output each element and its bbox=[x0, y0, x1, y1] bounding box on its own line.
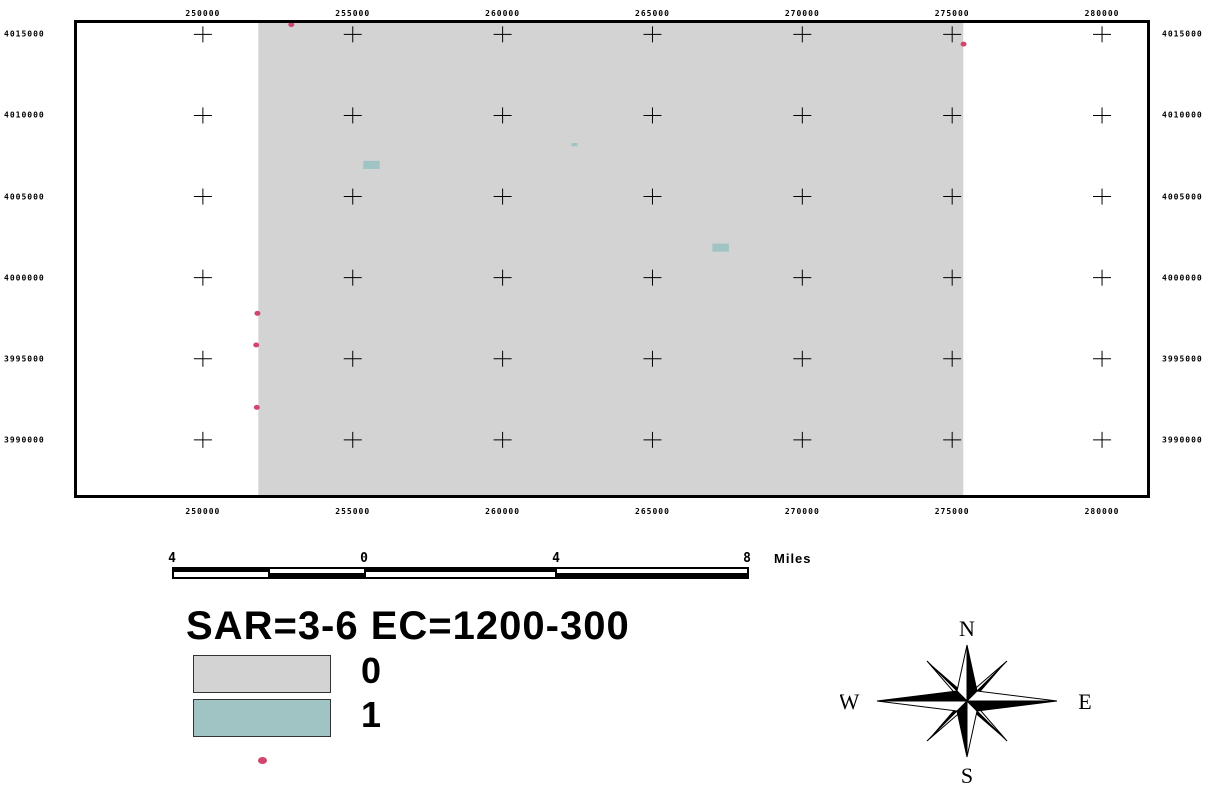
sample-point-1 bbox=[960, 41, 967, 47]
x-tick-top-4: 270000 bbox=[784, 9, 820, 18]
x-tick-top-1: 255000 bbox=[335, 9, 371, 18]
y-tick-right-4: 3995000 bbox=[1162, 354, 1203, 364]
scale-segment-2-fill bbox=[269, 573, 365, 578]
y-tick-right-5: 3990000 bbox=[1162, 435, 1203, 445]
x-tick-top-2: 260000 bbox=[485, 9, 521, 18]
compass-cardinals bbox=[876, 644, 1058, 758]
compass-s: S bbox=[961, 763, 973, 787]
map-frame bbox=[74, 20, 1150, 498]
scale-segment-1-fill bbox=[173, 568, 269, 572]
scale-units: Miles bbox=[774, 551, 812, 566]
legend-label-1: 1 bbox=[361, 694, 382, 735]
y-tick-left-3: 4000000 bbox=[4, 273, 45, 283]
sample-point-3 bbox=[253, 342, 260, 348]
north-arrow-icon: N S W E bbox=[840, 616, 1092, 787]
legend-swatch-1 bbox=[193, 699, 331, 737]
sample-point-0 bbox=[288, 23, 295, 28]
scale-label-mid: 4 bbox=[552, 551, 560, 566]
y-tick-left-2: 4005000 bbox=[4, 192, 45, 202]
x-tick-top-6: 280000 bbox=[1084, 9, 1120, 18]
scale-label-zero: 0 bbox=[360, 551, 368, 566]
legend-swatch-0 bbox=[193, 655, 331, 693]
x-tick-bottom-1: 255000 bbox=[335, 507, 371, 516]
legend-title: SAR=3-6 EC=1200-300 bbox=[186, 604, 630, 648]
x-tick-bottom-4: 270000 bbox=[784, 507, 820, 516]
scale-label-left: 4 bbox=[168, 551, 176, 566]
x-tick-top-0: 250000 bbox=[185, 9, 221, 18]
sample-point-4 bbox=[253, 404, 260, 410]
y-tick-left-1: 4010000 bbox=[4, 110, 45, 120]
y-tick-left-0: 4015000 bbox=[4, 29, 45, 39]
map-canvas bbox=[193, 23, 1112, 495]
x-tick-bottom-2: 260000 bbox=[485, 507, 521, 516]
scale-segment-3-fill bbox=[365, 568, 556, 572]
scale-segment-4-fill bbox=[556, 573, 748, 578]
y-tick-right-1: 4010000 bbox=[1162, 110, 1203, 120]
y-tick-left-5: 3990000 bbox=[4, 435, 45, 445]
raster-class-0 bbox=[258, 23, 964, 495]
sample-point-2 bbox=[254, 310, 261, 316]
x-tick-bottom-0: 250000 bbox=[185, 507, 221, 516]
x-tick-bottom-5: 275000 bbox=[934, 507, 970, 516]
raster-class-1-patch-0 bbox=[363, 160, 380, 169]
legend-label-0: 0 bbox=[361, 650, 382, 691]
scale-label-right: 8 bbox=[743, 551, 751, 566]
x-tick-bottom-3: 265000 bbox=[635, 507, 670, 516]
x-tick-top-5: 275000 bbox=[934, 9, 970, 18]
compass-n: N bbox=[959, 616, 975, 641]
y-tick-right-2: 4005000 bbox=[1162, 192, 1203, 202]
legend-point-symbol bbox=[258, 757, 267, 764]
y-tick-left-4: 3995000 bbox=[4, 354, 45, 364]
raster-class-1-patch-2 bbox=[712, 243, 729, 252]
compass-w: W bbox=[840, 689, 860, 714]
compass-e: E bbox=[1078, 689, 1091, 714]
raster-class-1-patch-1 bbox=[571, 143, 578, 147]
y-tick-right-0: 4015000 bbox=[1162, 29, 1203, 39]
x-tick-top-3: 265000 bbox=[635, 9, 670, 18]
x-tick-bottom-6: 280000 bbox=[1084, 507, 1120, 516]
scale-bar bbox=[172, 567, 749, 579]
y-tick-right-3: 4000000 bbox=[1162, 273, 1203, 283]
